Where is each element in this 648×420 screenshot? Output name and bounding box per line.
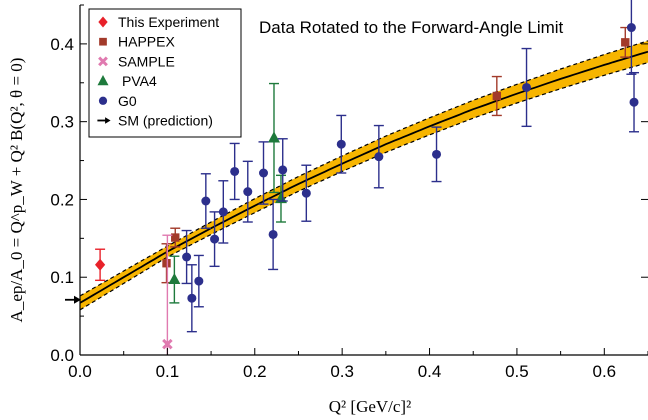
data-point-g0-4 (200, 173, 211, 229)
legend-label-sm-prediction: SM (prediction) (118, 113, 213, 129)
legend-marker-sm-prediction-head (105, 117, 111, 124)
marker-happex-3 (492, 91, 502, 101)
data-point-g0-6 (218, 180, 229, 244)
legend-label-pva4: PVA4 (122, 73, 157, 89)
legend-marker-g0 (98, 96, 108, 105)
marker-g0-8 (243, 187, 253, 197)
legend-box (88, 8, 242, 138)
data-point-g0-11 (277, 138, 288, 202)
fit-uncertainty-band (80, 40, 648, 310)
marker-g0-1 (182, 252, 192, 262)
data-point-sample-1 (162, 234, 173, 355)
marker-happex-4 (621, 38, 630, 47)
x-tick-label-2: 0.1 (156, 362, 180, 381)
data-point-pva4-2 (267, 82, 280, 194)
marker-g0-15 (432, 149, 442, 159)
x-axis-label: Q² [GeV/c]² (329, 397, 411, 416)
data-point-g0-14 (373, 124, 384, 189)
x-tick-label-4: 0.3 (330, 362, 354, 381)
legend-label-happex: HAPPEX (118, 34, 175, 50)
marker-g0-18 (629, 97, 639, 107)
marker-g0-10 (268, 229, 278, 239)
marker-g0-17 (626, 23, 636, 33)
marker-happex-1 (162, 259, 171, 268)
data-point-g0-17 (626, 0, 637, 75)
marker-g0-5 (210, 234, 220, 244)
data-point-g0-12 (301, 164, 312, 222)
data-point-g0-9 (258, 141, 269, 205)
marker-g0-16 (522, 82, 532, 92)
legend-marker-pva4 (97, 75, 109, 86)
x-tick-label-1: 0.0 (68, 362, 92, 381)
data-point-g0-7 (229, 142, 240, 201)
chart-title: Data Rotated to the Forward-Angle Limit (259, 18, 564, 37)
y-tick-label-5: 0.4 (50, 35, 74, 54)
marker-happex-2 (171, 233, 180, 242)
fit-line (79, 50, 648, 304)
x-tick-label-3: 0.2 (243, 362, 267, 381)
data-point-g0-16 (521, 47, 532, 128)
legend: This Experiment HAPPEX SAMPLE PVA4 G0 SM (pre… (88, 8, 242, 138)
legend-marker-happex (99, 37, 107, 46)
data-point-g0-3 (193, 254, 204, 308)
data-point-g0-8 (242, 160, 253, 223)
marker-g0-14 (374, 152, 384, 162)
legend-marker-sm-prediction (97, 117, 111, 124)
legend-marker-sample-stroke-b (98, 56, 108, 67)
fit-line-layer (79, 50, 648, 304)
axes: 0.0 0.1 0.2 0.3 0.4 0.5 0.6 0.0 0.1 0.2 0.3 0.4 (50, 4, 648, 381)
marker-pva4-2 (267, 131, 280, 143)
data-point-g0-5 (209, 211, 220, 268)
data-point-g0-1 (181, 229, 192, 285)
marker-g0-6 (218, 207, 228, 217)
y-axis-label: A_ep/A_0 = Q^p_W + Q² B(Q², θ = 0) (7, 58, 26, 323)
data-point-g0-13 (336, 114, 347, 174)
marker-g0-9 (259, 168, 269, 178)
marker-g0-4 (201, 196, 211, 206)
x-tick-label-5: 0.4 (418, 362, 442, 381)
legend-label-sample: SAMPLE (118, 53, 175, 69)
x-tick-label-7: 0.6 (592, 362, 616, 381)
marker-g0-3 (194, 276, 204, 286)
data-point-g0-10 (268, 198, 279, 271)
data-point-g0-2 (186, 264, 197, 333)
data-point-g0-18 (629, 71, 640, 133)
legend-marker-this-experiment (98, 16, 108, 28)
data-point-g0-15 (431, 126, 442, 183)
legend-marker-sample (98, 56, 108, 67)
y-tick-label-1: 0.0 (50, 346, 74, 365)
marker-g0-13 (336, 139, 346, 149)
y-tick-label-2: 0.1 (50, 268, 74, 287)
sm-prediction-arrow (65, 295, 81, 304)
marker-g0-11 (278, 165, 288, 175)
data-point-pva4-1 (168, 255, 181, 304)
marker-g0-2 (187, 293, 197, 303)
y-tick-label-4: 0.3 (50, 113, 74, 132)
data-point-happex-2 (170, 227, 181, 248)
x-tick-label-6: 0.5 (505, 362, 529, 381)
data-points-layer (65, 0, 640, 355)
marker-sample-1-stroke-b (162, 338, 173, 350)
sm-prediction-arrow-head (74, 295, 81, 304)
marker-this-experiment-1 (94, 258, 106, 271)
data-point-this-experiment-1 (94, 248, 106, 282)
legend-label-g0: G0 (118, 93, 137, 109)
marker-sample-1 (162, 338, 173, 350)
y-tick-label-3: 0.2 (50, 190, 74, 209)
data-point-happex-3 (491, 75, 502, 117)
marker-g0-7 (230, 166, 240, 176)
marker-pva4-1 (168, 272, 181, 285)
legend-label-this-experiment: This Experiment (118, 14, 219, 30)
marker-g0-12 (301, 188, 311, 198)
